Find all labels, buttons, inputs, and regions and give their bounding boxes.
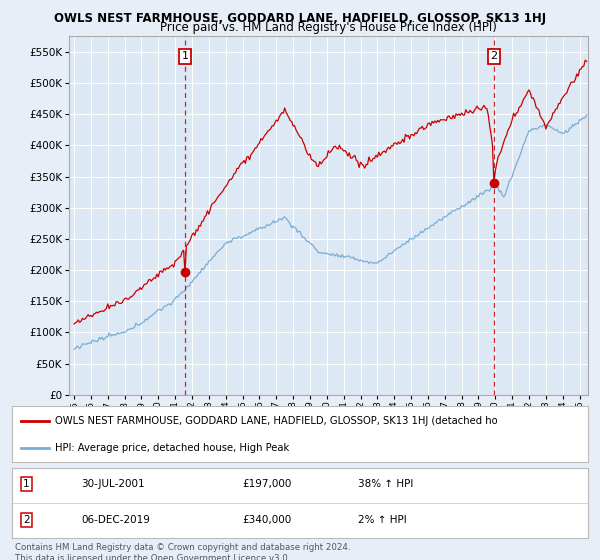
- Text: 2% ↑ HPI: 2% ↑ HPI: [358, 515, 406, 525]
- Text: 1: 1: [23, 479, 30, 489]
- Text: 2: 2: [490, 52, 497, 62]
- Text: £340,000: £340,000: [242, 515, 292, 525]
- Text: 1: 1: [181, 52, 188, 62]
- Text: 2: 2: [23, 515, 30, 525]
- Text: 30-JUL-2001: 30-JUL-2001: [81, 479, 145, 489]
- Title: Price paid vs. HM Land Registry's House Price Index (HPI): Price paid vs. HM Land Registry's House …: [160, 21, 497, 34]
- Text: Contains HM Land Registry data © Crown copyright and database right 2024.
This d: Contains HM Land Registry data © Crown c…: [15, 543, 350, 560]
- Text: OWLS NEST FARMHOUSE, GODDARD LANE, HADFIELD, GLOSSOP, SK13 1HJ: OWLS NEST FARMHOUSE, GODDARD LANE, HADFI…: [54, 12, 546, 25]
- Text: 38% ↑ HPI: 38% ↑ HPI: [358, 479, 413, 489]
- Text: OWLS NEST FARMHOUSE, GODDARD LANE, HADFIELD, GLOSSOP, SK13 1HJ (detached ho: OWLS NEST FARMHOUSE, GODDARD LANE, HADFI…: [55, 416, 498, 426]
- Text: HPI: Average price, detached house, High Peak: HPI: Average price, detached house, High…: [55, 443, 289, 453]
- Text: 06-DEC-2019: 06-DEC-2019: [81, 515, 150, 525]
- Text: £197,000: £197,000: [242, 479, 292, 489]
